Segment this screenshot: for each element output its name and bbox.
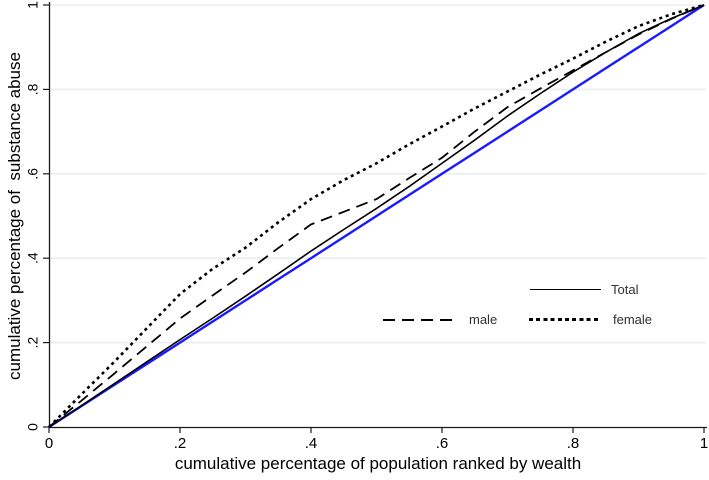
x-tick-label: .2 bbox=[174, 435, 187, 452]
x-tick-label: .8 bbox=[567, 435, 580, 452]
series-male bbox=[48, 4, 705, 428]
x-tick-label: 0 bbox=[45, 435, 53, 452]
x-tick-label: .4 bbox=[305, 435, 318, 452]
y-tick-label: .8 bbox=[25, 83, 41, 95]
x-tick-label: .6 bbox=[436, 435, 449, 452]
y-tick-label: 1 bbox=[25, 1, 41, 9]
y-tick-label: .4 bbox=[25, 252, 41, 264]
series-diagonal bbox=[48, 3, 705, 429]
y-tick-label: .2 bbox=[25, 337, 41, 349]
x-tick-label: 1 bbox=[700, 435, 708, 452]
x-axis-title: cumulative percentage of population rank… bbox=[174, 454, 582, 473]
series-total bbox=[48, 4, 705, 428]
series-female bbox=[48, 3, 705, 428]
y-tick-label: .6 bbox=[25, 168, 41, 180]
y-tick-label: 0 bbox=[25, 423, 41, 431]
